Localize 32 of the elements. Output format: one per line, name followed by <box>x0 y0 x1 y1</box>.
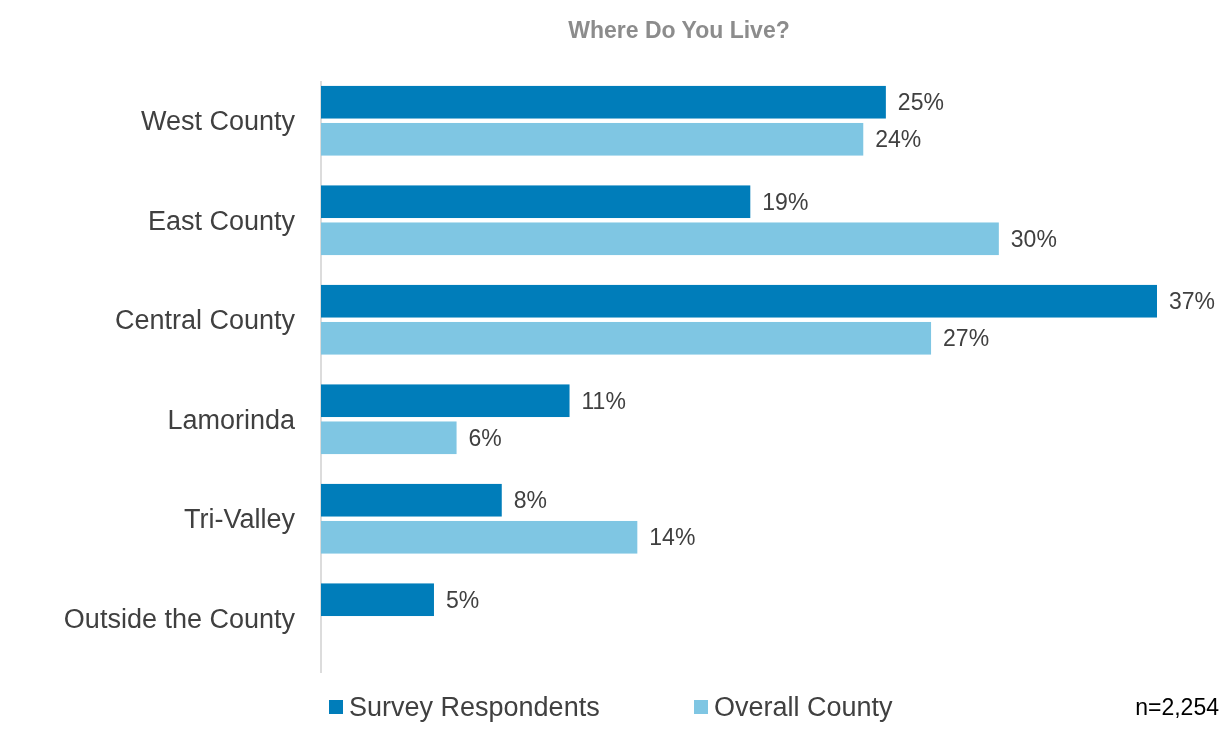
bar <box>321 122 864 156</box>
data-label: 14% <box>649 524 696 551</box>
y-tick-label: Outside the County <box>63 603 296 634</box>
bar <box>321 222 999 256</box>
legend-label: Overall County <box>714 692 894 723</box>
bar <box>321 321 932 355</box>
legend-label: Survey Respondents <box>349 692 600 723</box>
bar <box>321 583 434 617</box>
data-label: 5% <box>445 586 480 613</box>
y-tick-label: Tri-Valley <box>183 504 296 535</box>
bar <box>321 421 457 455</box>
data-label: 30% <box>1010 225 1057 252</box>
data-label: 6% <box>468 424 502 451</box>
y-tick-label: East County <box>147 205 296 236</box>
bar <box>321 384 570 418</box>
data-label: 19% <box>762 188 809 215</box>
bar <box>321 85 886 119</box>
bar <box>321 284 1157 318</box>
bar <box>321 483 502 517</box>
data-label: 37% <box>1169 288 1216 315</box>
data-label: 11% <box>581 387 626 414</box>
data-label: 27% <box>943 325 990 352</box>
bar <box>321 185 751 219</box>
y-tick-label: Lamorinda <box>167 404 296 435</box>
text: n=2,254 <box>1135 694 1220 721</box>
data-label: 8% <box>513 487 548 514</box>
data-label: 25% <box>897 89 944 116</box>
y-tick-label: West County <box>140 106 296 137</box>
chart-title: Where Do You Live? <box>568 17 790 43</box>
data-label: 24% <box>875 126 922 153</box>
y-tick-label: Central County <box>114 305 296 336</box>
bar <box>321 520 638 554</box>
